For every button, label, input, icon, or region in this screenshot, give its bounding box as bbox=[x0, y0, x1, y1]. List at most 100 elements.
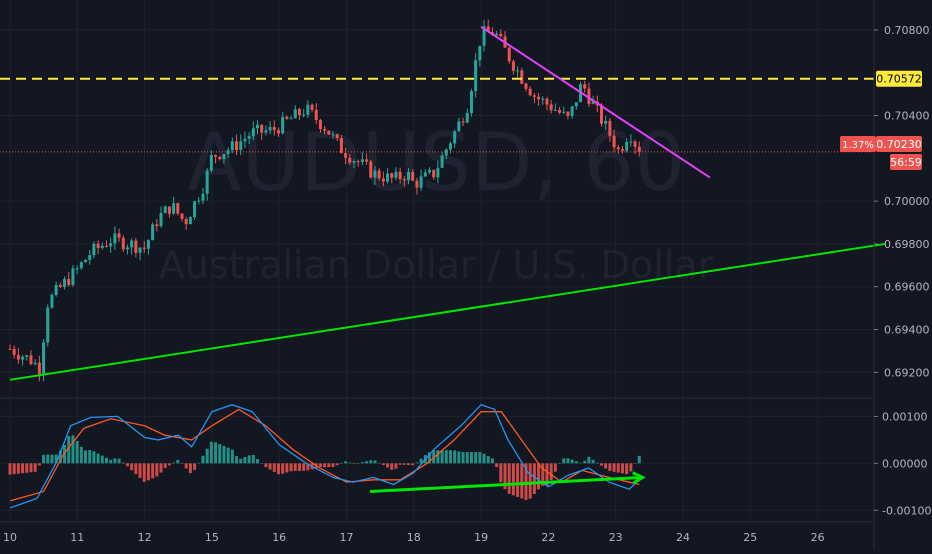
candle-body[interactable] bbox=[381, 178, 385, 182]
candle-body[interactable] bbox=[574, 102, 578, 107]
candle-body[interactable] bbox=[587, 88, 591, 104]
candle-body[interactable] bbox=[201, 193, 205, 201]
candle-body[interactable] bbox=[306, 104, 310, 115]
candle-body[interactable] bbox=[633, 141, 637, 147]
candle-body[interactable] bbox=[33, 362, 37, 365]
candle-body[interactable] bbox=[197, 200, 201, 202]
candle-body[interactable] bbox=[176, 203, 180, 214]
candle-body[interactable] bbox=[323, 128, 327, 131]
candle-body[interactable] bbox=[109, 243, 113, 247]
candle-body[interactable] bbox=[84, 259, 88, 263]
candle-body[interactable] bbox=[625, 141, 629, 151]
candle-body[interactable] bbox=[239, 141, 243, 151]
candle-body[interactable] bbox=[583, 84, 587, 89]
candle-body[interactable] bbox=[499, 33, 503, 37]
candle-body[interactable] bbox=[608, 120, 612, 136]
candle-body[interactable] bbox=[352, 161, 356, 163]
candle-body[interactable] bbox=[461, 121, 465, 123]
candle-body[interactable] bbox=[289, 118, 293, 120]
candle-body[interactable] bbox=[444, 149, 448, 156]
candle-body[interactable] bbox=[100, 245, 104, 248]
candle-body[interactable] bbox=[457, 121, 461, 132]
candle-body[interactable] bbox=[339, 137, 343, 154]
candle-body[interactable] bbox=[117, 233, 121, 238]
candle-body[interactable] bbox=[184, 218, 188, 225]
candle-body[interactable] bbox=[218, 156, 222, 160]
candle-body[interactable] bbox=[209, 155, 213, 171]
candle-body[interactable] bbox=[276, 130, 280, 134]
candle-body[interactable] bbox=[369, 161, 373, 178]
candle-body[interactable] bbox=[428, 169, 432, 173]
candle-body[interactable] bbox=[16, 354, 20, 360]
candle-body[interactable] bbox=[125, 247, 129, 250]
candle-body[interactable] bbox=[365, 159, 369, 162]
candle-body[interactable] bbox=[423, 172, 427, 177]
candle-body[interactable] bbox=[516, 70, 520, 72]
candle-body[interactable] bbox=[297, 109, 301, 116]
candle-body[interactable] bbox=[205, 170, 209, 194]
candle-body[interactable] bbox=[599, 105, 603, 124]
candle-body[interactable] bbox=[344, 153, 348, 158]
candle-body[interactable] bbox=[8, 348, 12, 350]
candle-body[interactable] bbox=[54, 284, 58, 295]
candle-body[interactable] bbox=[167, 206, 171, 214]
candle-body[interactable] bbox=[71, 268, 75, 285]
candle-body[interactable] bbox=[155, 224, 159, 227]
candle-body[interactable] bbox=[432, 169, 436, 178]
candle-body[interactable] bbox=[138, 247, 142, 253]
candle-body[interactable] bbox=[453, 131, 457, 144]
candle-body[interactable] bbox=[612, 135, 616, 148]
candle-body[interactable] bbox=[486, 26, 490, 33]
candle-body[interactable] bbox=[251, 128, 255, 137]
candle-body[interactable] bbox=[104, 245, 108, 247]
candle-body[interactable] bbox=[419, 176, 423, 188]
macd-signal-line[interactable] bbox=[9, 408, 640, 502]
candle-body[interactable] bbox=[524, 83, 528, 89]
candle-body[interactable] bbox=[390, 173, 394, 178]
candle-body[interactable] bbox=[172, 203, 176, 214]
candle-body[interactable] bbox=[268, 127, 272, 131]
candle-body[interactable] bbox=[222, 154, 226, 160]
candle-body[interactable] bbox=[411, 171, 415, 181]
candle-body[interactable] bbox=[348, 157, 352, 163]
candle-body[interactable] bbox=[12, 348, 16, 355]
candle-body[interactable] bbox=[545, 98, 549, 105]
candle-body[interactable] bbox=[247, 136, 251, 139]
candle-body[interactable] bbox=[188, 217, 192, 225]
drawing-lines[interactable] bbox=[0, 25, 886, 381]
macd-line[interactable] bbox=[9, 403, 640, 509]
candle-body[interactable] bbox=[541, 98, 545, 100]
candle-body[interactable] bbox=[272, 127, 276, 131]
divergence-arrow-line[interactable] bbox=[369, 475, 643, 493]
candle-body[interactable] bbox=[398, 171, 402, 180]
candle-body[interactable] bbox=[448, 143, 452, 150]
candle-body[interactable] bbox=[151, 224, 155, 241]
candle-body[interactable] bbox=[142, 247, 146, 249]
candle-body[interactable] bbox=[37, 362, 41, 375]
candle-body[interactable] bbox=[616, 147, 620, 150]
candle-body[interactable] bbox=[243, 138, 247, 142]
last-price-badge[interactable]: 1.37% 0.70230 56:59 bbox=[840, 136, 922, 170]
candle-body[interactable] bbox=[402, 179, 406, 181]
level-price-badge[interactable]: 0.70572 bbox=[876, 70, 922, 87]
axes[interactable]: 0.70800 0.70400 0.70000 0.69800 0.69600 0.694… bbox=[3, 24, 931, 544]
candle-body[interactable] bbox=[235, 141, 239, 151]
candle-body[interactable] bbox=[214, 155, 218, 157]
candle-body[interactable] bbox=[318, 120, 322, 129]
candle-body[interactable] bbox=[373, 170, 377, 178]
candle-body[interactable] bbox=[637, 146, 641, 152]
candle-body[interactable] bbox=[25, 355, 29, 357]
candle-body[interactable] bbox=[566, 111, 570, 116]
candle-body[interactable] bbox=[146, 240, 150, 249]
candle-body[interactable] bbox=[386, 173, 390, 182]
candle-body[interactable] bbox=[293, 109, 297, 119]
candle-body[interactable] bbox=[92, 243, 96, 256]
candle-body[interactable] bbox=[469, 91, 473, 114]
candle-body[interactable] bbox=[558, 109, 562, 113]
candle-body[interactable] bbox=[528, 88, 532, 96]
candle-body[interactable] bbox=[63, 279, 67, 287]
candle-body[interactable] bbox=[604, 120, 608, 124]
candle-body[interactable] bbox=[310, 104, 314, 110]
candle-body[interactable] bbox=[562, 111, 566, 113]
candle-body[interactable] bbox=[302, 114, 306, 116]
